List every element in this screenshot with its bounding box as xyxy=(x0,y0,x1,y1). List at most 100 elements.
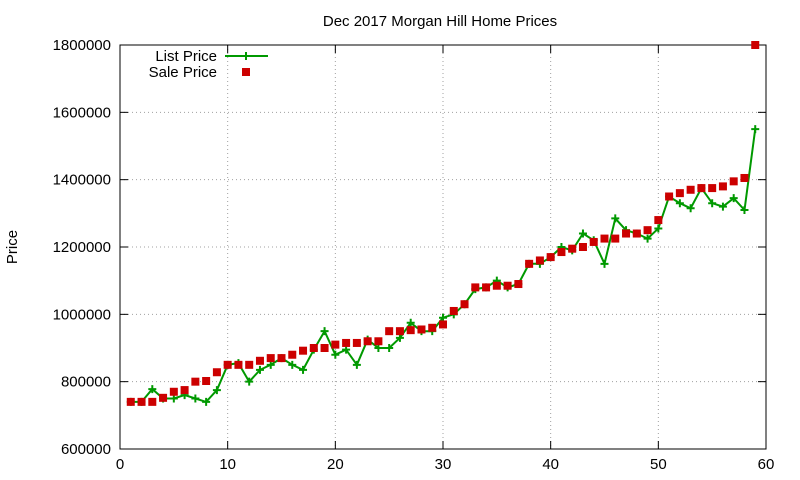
sale-price-point xyxy=(449,306,458,315)
sale-price-point xyxy=(632,229,641,238)
list-price-point xyxy=(729,194,738,203)
list-price-point xyxy=(718,202,727,211)
sale-price-point xyxy=(342,338,351,347)
sale-price-point xyxy=(514,280,523,289)
sale-price-point xyxy=(299,346,308,355)
series-sale-price xyxy=(126,41,760,406)
list-price-point xyxy=(406,318,415,327)
x-tick-label: 10 xyxy=(219,456,236,473)
list-price-point xyxy=(611,214,620,223)
list-price-point xyxy=(212,386,221,395)
list-price-point xyxy=(643,234,652,243)
list-price-point xyxy=(686,204,695,213)
sale-price-point xyxy=(643,226,652,235)
list-price-point xyxy=(342,345,351,354)
sale-price-point xyxy=(234,360,243,369)
y-tick-label: 1600000 xyxy=(53,104,111,121)
legend-marker-list-price xyxy=(242,52,250,60)
y-tick-label: 1200000 xyxy=(53,239,111,256)
list-price-point xyxy=(352,360,361,369)
y-tick-label: 600000 xyxy=(61,441,111,458)
axis-ticks xyxy=(119,44,767,450)
legend: List Price Sale Price xyxy=(149,48,268,81)
sale-price-point xyxy=(471,283,480,292)
y-axis-label: Price xyxy=(4,230,21,264)
x-tick-label: 20 xyxy=(327,456,344,473)
sale-price-point xyxy=(525,259,534,268)
sale-price-point xyxy=(535,256,544,265)
list-price-point xyxy=(191,394,200,403)
sale-price-point xyxy=(417,325,426,334)
list-price-point xyxy=(395,333,404,342)
sale-price-point xyxy=(460,300,469,309)
grid xyxy=(120,45,766,449)
list-price-point xyxy=(600,259,609,268)
list-price-point xyxy=(439,313,447,322)
list-price-point xyxy=(266,360,275,369)
x-tick-label: 50 xyxy=(650,456,667,473)
legend-square-marker xyxy=(242,68,250,76)
sale-price-point xyxy=(428,323,437,332)
list-price-point xyxy=(255,365,264,374)
sale-price-point xyxy=(686,185,695,194)
y-tick-label: 1000000 xyxy=(53,306,111,323)
list-price-point xyxy=(320,327,329,336)
sale-price-point xyxy=(611,234,620,243)
list-price-point xyxy=(169,394,178,403)
sale-price-point xyxy=(600,234,609,243)
y-tick-label: 800000 xyxy=(61,374,111,391)
sale-price-point xyxy=(740,173,749,182)
sale-price-point xyxy=(266,354,275,363)
sale-price-point xyxy=(363,337,372,346)
sale-price-point xyxy=(622,229,631,238)
tick-labels: 600000 800000 1000000 1200000 1400000 1600000… xyxy=(53,37,775,473)
sale-price-point xyxy=(578,243,587,251)
sale-price-point xyxy=(492,281,501,290)
list-price-point xyxy=(740,205,749,214)
list-price-point xyxy=(675,199,684,208)
sale-price-point xyxy=(406,326,415,335)
sale-price-point xyxy=(159,393,168,402)
sale-price-point xyxy=(352,338,361,347)
sale-price-point xyxy=(482,283,491,292)
sale-price-point xyxy=(654,216,663,225)
list-price-point xyxy=(288,360,297,369)
sale-price-point xyxy=(385,327,394,336)
list-price-point xyxy=(202,397,211,406)
sale-price-point xyxy=(191,377,200,386)
data-series xyxy=(126,41,760,406)
list-price-point xyxy=(148,385,157,394)
y-tick-label: 1400000 xyxy=(53,172,111,189)
sale-price-point xyxy=(395,327,404,336)
sale-price-point xyxy=(557,248,566,257)
sale-price-point xyxy=(568,244,577,253)
sale-price-point xyxy=(546,253,555,262)
list-price-point xyxy=(331,350,340,359)
sale-price-point xyxy=(331,340,340,349)
legend-marker-sale-price xyxy=(242,68,250,76)
list-price-point xyxy=(708,199,717,208)
sale-price-point xyxy=(148,397,157,406)
x-tick-label: 60 xyxy=(758,456,775,473)
sale-price-point xyxy=(729,177,738,186)
sale-price-point xyxy=(126,397,135,406)
x-tick-label: 0 xyxy=(116,456,124,473)
sale-price-point xyxy=(245,360,254,369)
sale-price-point xyxy=(202,376,211,385)
list-price-point xyxy=(385,344,394,352)
legend-label-list-price: List Price xyxy=(155,48,217,65)
sale-price-point xyxy=(675,189,684,198)
list-price-point xyxy=(245,377,254,386)
y-tick-label: 1800000 xyxy=(53,37,111,54)
sale-price-point xyxy=(277,354,286,363)
sale-price-point xyxy=(320,344,329,352)
legend-entry-list-price: List Price xyxy=(155,48,268,65)
list-price-point xyxy=(374,344,383,352)
sale-price-point xyxy=(374,337,383,346)
sale-price-point xyxy=(697,184,706,193)
sale-price-point xyxy=(309,344,318,352)
sale-price-point xyxy=(708,184,717,193)
sale-price-point xyxy=(212,368,221,377)
sale-price-point xyxy=(288,350,297,359)
sale-price-point xyxy=(665,192,674,201)
